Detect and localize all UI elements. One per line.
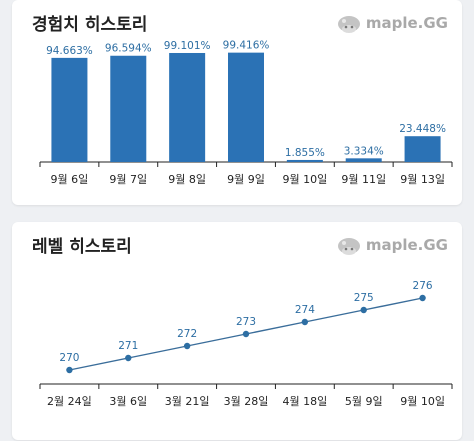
point-value-label: 274 [295,304,315,316]
data-point [419,294,426,302]
x-tick-label: 9월 11일 [341,172,386,186]
x-tick-label: 9월 10일 [400,394,445,408]
bar [169,52,206,162]
bar [110,55,147,163]
data-point [242,330,250,338]
x-tick-label: 3월 21일 [165,394,210,408]
x-tick-label: 9월 8일 [168,172,206,186]
point-value-label: 272 [177,328,197,340]
point-value-label: 275 [354,292,374,304]
level-history-title: 레벨 히스토리 [32,237,132,257]
point-value-label: 270 [59,352,79,364]
exp-history-card: 경험치 히스토리 maple.GG 94.663% 9월 6일 96.594% 9월 … [12,0,462,205]
mushroom-icon [337,238,360,255]
mushroom-icon [337,16,360,33]
point-value-label: 273 [236,316,256,328]
bar [286,159,323,162]
x-tick-label: 5월 9일 [345,394,383,408]
bar [51,57,88,163]
bar [404,136,441,162]
x-tick-label: 9월 7일 [109,172,147,186]
brand-text: maple.GG [365,14,448,32]
bar-value-label: 96.594% [105,43,152,55]
point-value-label: 271 [118,340,138,352]
exp-bar-chart: 94.663% 9월 6일 96.594% 9월 7일 99.101% 9월 8일 99.4… [39,40,453,186]
brand-text: maple.GG [365,236,448,254]
level-line-chart: 270 2월 24일 271 3월 6일 272 3월 21일 273 3월 28일 274 4월… [39,280,453,408]
x-tick-label: 9월 9일 [227,172,265,186]
x-tick-label: 9월 6일 [51,172,89,186]
x-tick-label: 9월 13일 [400,172,445,186]
bar-value-label: 3.334% [344,145,384,157]
brand-logo: maple.GG [336,12,448,34]
data-point [125,354,132,362]
x-tick-label: 4월 18일 [282,394,327,408]
bar-value-label: 99.101% [164,40,211,52]
point-value-label: 276 [413,280,433,292]
bar-value-label: 94.663% [46,45,93,57]
data-point [183,342,191,350]
exp-history-title: 경험치 히스토리 [32,15,148,35]
data-point [360,306,367,314]
level-history-card: 레벨 히스토리 maple.GG 270 2월 24일 271 3월 6일 272 3월 … [12,222,462,440]
x-tick-label: 2월 24일 [47,394,92,408]
bar [228,52,264,163]
x-tick-label: 3월 28일 [224,394,269,408]
x-tick-label: 3월 6일 [109,394,147,408]
bar-value-label: 1.855% [285,147,325,159]
data-point [301,318,309,326]
x-tick-label: 9월 10일 [282,172,327,186]
bar [345,158,382,162]
data-point [66,366,73,374]
bar-value-label: 23.448% [399,123,446,135]
brand-logo: maple.GG [336,234,448,256]
bar-value-label: 99.416% [223,40,270,52]
